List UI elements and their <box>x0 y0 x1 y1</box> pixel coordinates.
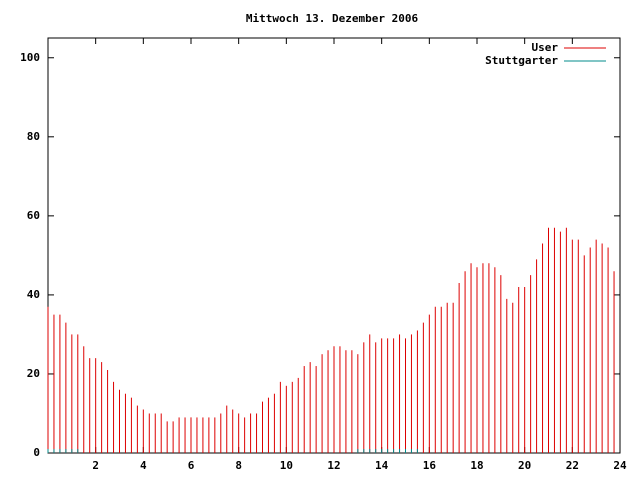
y-tick-label: 40 <box>27 288 40 301</box>
y-tick-label: 20 <box>27 367 40 380</box>
x-tick-label: 22 <box>566 459 579 472</box>
x-tick-label: 2 <box>92 459 99 472</box>
x-tick-label: 14 <box>375 459 389 472</box>
x-tick-label: 16 <box>423 459 437 472</box>
x-tick-label: 8 <box>235 459 242 472</box>
y-tick-label: 80 <box>27 130 40 143</box>
legend-label: User <box>532 41 559 54</box>
y-tick-label: 100 <box>20 51 40 64</box>
x-tick-label: 24 <box>613 459 627 472</box>
chart-title: Mittwoch 13. Dezember 2006 <box>246 12 419 25</box>
y-tick-label: 60 <box>27 209 40 222</box>
x-tick-label: 18 <box>470 459 483 472</box>
y-tick-label: 0 <box>33 446 40 459</box>
legend-label: Stuttgarter <box>485 54 558 67</box>
x-tick-label: 20 <box>518 459 531 472</box>
x-tick-label: 12 <box>327 459 340 472</box>
x-tick-label: 4 <box>140 459 147 472</box>
x-tick-label: 10 <box>280 459 293 472</box>
x-tick-label: 6 <box>188 459 195 472</box>
